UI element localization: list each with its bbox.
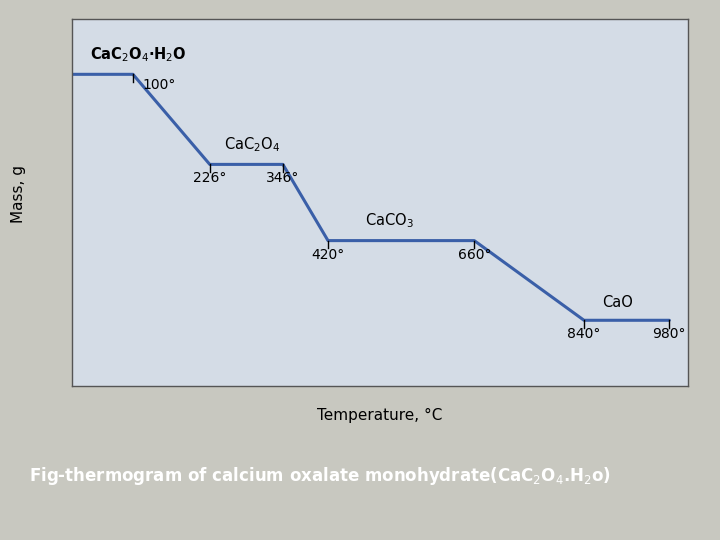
Text: 100°: 100° [142, 78, 176, 92]
Text: CaCO$_3$: CaCO$_3$ [364, 212, 413, 230]
Text: 420°: 420° [311, 247, 345, 261]
Text: Mass, g: Mass, g [11, 165, 25, 224]
Text: 840°: 840° [567, 327, 600, 341]
Text: CaC$_2$O$_4$: CaC$_2$O$_4$ [225, 136, 281, 154]
Text: Temperature, °C: Temperature, °C [317, 408, 443, 423]
Text: 980°: 980° [652, 327, 686, 341]
Text: CaC$_2$O$_4$·H$_2$O: CaC$_2$O$_4$·H$_2$O [90, 45, 187, 64]
Text: 660°: 660° [457, 247, 491, 261]
Text: CaO: CaO [602, 295, 633, 310]
Text: Fig-thermogram of calcium oxalate monohydrate(CaC$_2$O$_4$.H$_2$o): Fig-thermogram of calcium oxalate monohy… [29, 465, 611, 488]
Text: 346°: 346° [266, 171, 300, 185]
Text: 226°: 226° [193, 171, 226, 185]
